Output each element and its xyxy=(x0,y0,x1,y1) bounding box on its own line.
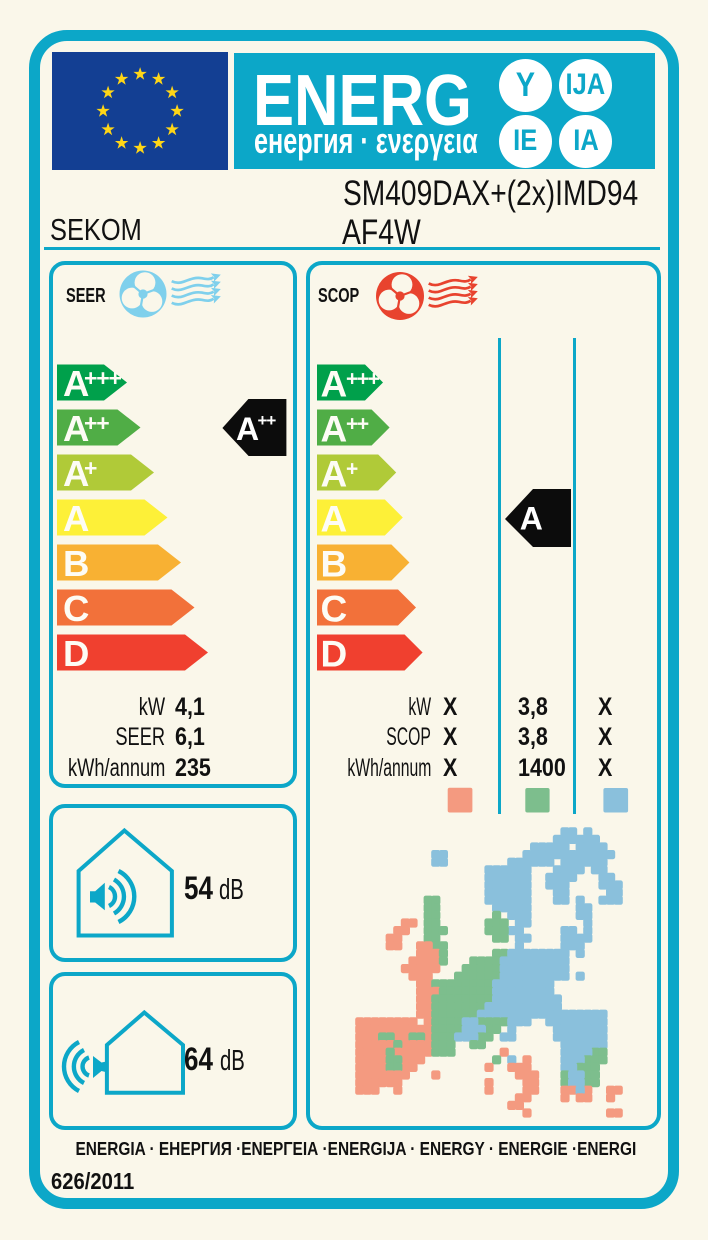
svg-text:A: A xyxy=(520,501,543,537)
svg-text:A: A xyxy=(321,409,348,450)
svg-text:B: B xyxy=(321,544,348,585)
svg-text:A: A xyxy=(321,499,348,540)
svg-text:A: A xyxy=(321,364,348,405)
svg-text:A: A xyxy=(236,411,259,447)
svg-text:B: B xyxy=(63,543,89,584)
svg-text:A: A xyxy=(63,498,89,539)
svg-text:+++: +++ xyxy=(346,368,380,391)
svg-text:D: D xyxy=(321,634,348,675)
svg-text:C: C xyxy=(63,588,89,629)
svg-text:A: A xyxy=(63,363,89,404)
svg-text:++: ++ xyxy=(346,413,369,436)
svg-text:+: + xyxy=(346,458,358,481)
svg-text:++: ++ xyxy=(84,410,109,436)
svg-text:++: ++ xyxy=(258,411,277,430)
svg-text:+++: +++ xyxy=(84,365,121,391)
svg-text:A: A xyxy=(321,454,348,495)
svg-text:D: D xyxy=(63,633,89,674)
svg-text:A: A xyxy=(63,453,89,494)
svg-text:C: C xyxy=(321,589,348,630)
svg-text:A: A xyxy=(63,408,89,449)
svg-text:+: + xyxy=(84,455,97,481)
